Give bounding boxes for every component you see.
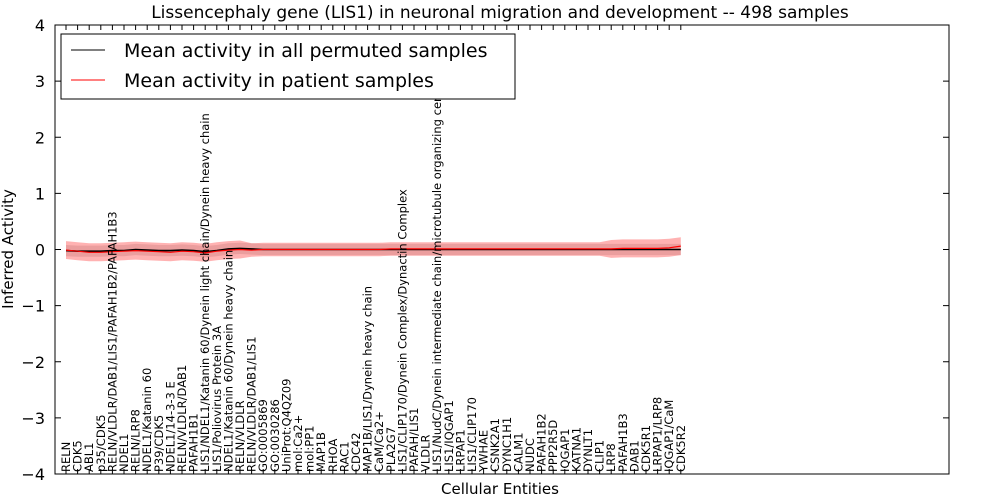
x-tick-label: CaM/Ca2+ bbox=[372, 411, 386, 472]
x-tick-label: DYNLT1 bbox=[581, 429, 595, 472]
x-tick-label: CDK5 bbox=[71, 440, 85, 472]
x-tick-label: NDEL1/14-3-3 E bbox=[163, 381, 177, 472]
x-tick-label: LIS1/Poliovirus Protein 3A bbox=[210, 326, 224, 472]
x-tick-label: RHOA bbox=[326, 439, 340, 472]
x-tick-label: mol:Ca2+ bbox=[291, 415, 305, 472]
x-tick-label: RELN bbox=[59, 442, 73, 472]
x-tick-label: CALM1 bbox=[511, 432, 525, 472]
y-axis-label: Inferred Activity bbox=[0, 189, 17, 309]
x-tick-label: RELN/VLDLR/DAB1/LIS1/PAFAH1B2/PAFAH1B3 bbox=[105, 211, 119, 472]
x-tick-label: CDK5R1 bbox=[639, 425, 653, 472]
x-tick-label: MAP1B bbox=[314, 432, 328, 472]
x-tick-label: DAB1 bbox=[627, 440, 641, 472]
x-tick-label: UniProt:Q4QZ09 bbox=[279, 379, 293, 472]
x-tick-label: NDEL1 bbox=[117, 434, 131, 472]
y-tick-label: −4 bbox=[21, 465, 45, 484]
x-tick-label: IQGAP1 bbox=[558, 429, 572, 472]
x-tick-label: ABL1 bbox=[82, 443, 96, 472]
x-tick-label: MAP1B/LIS1/Dynein heavy chain bbox=[361, 286, 375, 472]
x-tick-label: LIS1/NudC/Dynein intermediate chain/micr… bbox=[430, 78, 444, 472]
y-tick-label: −2 bbox=[21, 353, 45, 372]
y-tick-label: 3 bbox=[35, 72, 45, 91]
x-tick-label: LRPAP1/LRP8 bbox=[651, 397, 665, 472]
y-tick-label: −1 bbox=[21, 297, 45, 316]
x-axis-label: Cellular Entities bbox=[441, 480, 559, 498]
y-tick-label: 2 bbox=[35, 128, 45, 147]
y-axis: 4 3 2 1 0 −1 −2 −3 −4 bbox=[21, 16, 949, 484]
x-tick-label: LIS1/NDEL1/Katanin 60/Dynein light chain… bbox=[198, 113, 212, 472]
x-tick-label: DYNC1H1 bbox=[500, 417, 514, 472]
legend-box bbox=[60, 33, 516, 100]
x-tick-label: NDEL1/Katanin 60 bbox=[140, 368, 154, 472]
x-tick-label: GO:0005869 bbox=[256, 399, 270, 472]
x-tick-label: p35/CDK5 bbox=[94, 414, 108, 472]
y-tick-label: 0 bbox=[35, 241, 45, 260]
x-tick-label: RELN/VLDLR/DAB1 bbox=[175, 365, 189, 472]
y-tick-label: 1 bbox=[35, 184, 45, 203]
x-tick-label: NDEL1/Katanin 60/Dynein heavy chain bbox=[221, 250, 235, 472]
x-tick-label: RELN/LRP8 bbox=[129, 409, 143, 472]
legend-label-permuted: Mean activity in all permuted samples bbox=[124, 40, 487, 62]
x-tick-label: CLIP1 bbox=[593, 440, 607, 472]
x-tick-label: LRP8 bbox=[604, 443, 618, 472]
x-tick-label: IQGAP1/CaM bbox=[662, 400, 676, 472]
series-lines bbox=[65, 245, 681, 254]
series-line-patient bbox=[65, 245, 681, 254]
x-tick-label: KATNA1 bbox=[569, 427, 583, 472]
x-tick-label: RAC1 bbox=[337, 441, 351, 472]
x-tick-label: PLA2G7 bbox=[384, 427, 398, 472]
x-tick-label: CSNK2A1 bbox=[488, 418, 502, 472]
x-tick-label: LIS1/CLIP170 bbox=[465, 397, 479, 472]
x-tick-label: PAFAH1B1 bbox=[187, 413, 201, 472]
x-tick-label: RELN/VLDLR bbox=[233, 400, 247, 472]
x-tick-label: LIS1/IQGAP1 bbox=[442, 400, 456, 472]
x-tick-label: PAFAH/LIS1 bbox=[407, 408, 421, 472]
x-tick-label: VLDLR bbox=[419, 434, 433, 472]
x-tick-label: GO:0030286 bbox=[268, 399, 282, 472]
x-tick-label: NUDC bbox=[523, 438, 537, 472]
x-tick-label: PPP2R5D bbox=[546, 420, 560, 472]
x-tick-label: RELN/VLDLR/DAB1/LIS1 bbox=[245, 336, 259, 472]
x-tick-label: PAFAH1B3 bbox=[616, 413, 630, 472]
x-tick-label: LIS1/CLIP170/Dynein Complex/Dynactin Com… bbox=[395, 189, 409, 472]
x-tick-label: LRPAP1 bbox=[453, 429, 467, 472]
x-tick-label: mol:PP1 bbox=[303, 426, 317, 473]
y-tick-label: 4 bbox=[35, 16, 45, 35]
x-tick-label: CDC42 bbox=[349, 432, 363, 472]
legend-label-patient: Mean activity in patient samples bbox=[124, 70, 434, 92]
x-tick-label: PAFAH1B2 bbox=[535, 413, 549, 472]
x-axis: RELNCDK5ABL1p35/CDK5RELN/VLDLR/DAB1/LIS1… bbox=[59, 25, 688, 474]
chart-title: Lissencephaly gene (LIS1) in neuronal mi… bbox=[151, 3, 849, 23]
x-tick-label: P39/CDK5 bbox=[152, 415, 166, 472]
x-tick-label: CDK5R2 bbox=[674, 425, 688, 472]
x-tick-label: YWHAE bbox=[477, 430, 491, 473]
y-tick-label: −3 bbox=[21, 409, 45, 428]
legend: Mean activity in all permuted samples Me… bbox=[60, 33, 516, 100]
